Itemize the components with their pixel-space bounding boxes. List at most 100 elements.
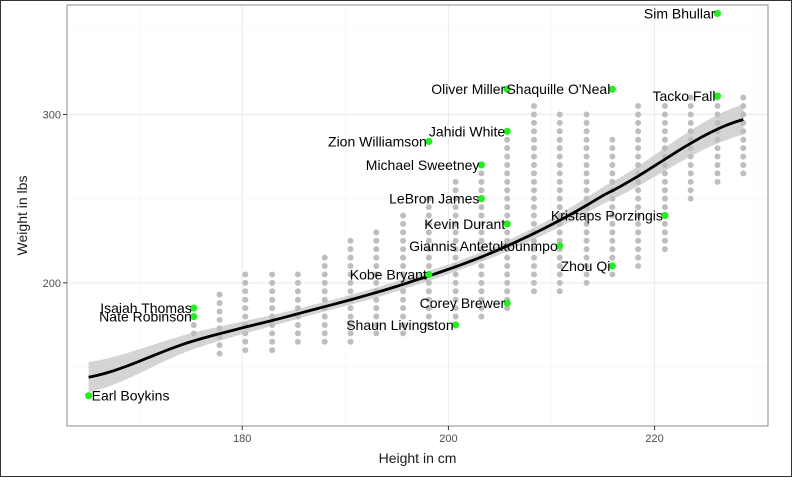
background-point: [661, 128, 668, 135]
background-point: [321, 296, 328, 303]
background-point: [425, 263, 432, 270]
background-point: [242, 338, 249, 345]
background-point: [556, 254, 563, 261]
background-point: [504, 161, 511, 168]
background-point: [452, 305, 459, 312]
background-point: [530, 136, 537, 143]
background-point: [373, 271, 380, 278]
background-point: [635, 153, 642, 160]
background-point: [583, 145, 590, 152]
background-point: [269, 271, 276, 278]
y-axis-title: Weight in lbs: [14, 176, 30, 256]
highlight-point: [477, 195, 486, 203]
background-point: [609, 237, 616, 244]
background-point: [294, 305, 301, 312]
background-point: [504, 178, 511, 185]
background-point: [530, 254, 537, 261]
highlight-point: [425, 270, 433, 279]
background-point: [556, 128, 563, 135]
background-point: [216, 308, 223, 315]
x-tick-label: 180: [233, 433, 251, 445]
background-point: [478, 263, 485, 270]
background-point: [294, 330, 301, 337]
highlight-point: [608, 262, 616, 270]
background-point: [504, 229, 511, 236]
background-point: [504, 153, 511, 160]
background-point: [687, 161, 694, 168]
background-point: [347, 237, 354, 244]
background-point: [347, 279, 354, 286]
background-point: [635, 229, 642, 236]
background-point: [373, 305, 380, 312]
axes: 180 200 220 200 300: [43, 4, 769, 445]
background-point: [452, 288, 459, 295]
background-point: [400, 254, 407, 261]
background-point: [294, 321, 301, 328]
background-point: [321, 254, 328, 261]
background-point: [504, 195, 511, 202]
background-point: [556, 212, 563, 219]
background-point: [504, 136, 511, 143]
player-label: Tacko Fall: [652, 88, 715, 104]
background-point: [504, 254, 511, 261]
background-point: [504, 170, 511, 177]
background-point: [530, 128, 537, 135]
background-point: [609, 136, 616, 143]
background-point: [635, 212, 642, 219]
background-point: [452, 204, 459, 211]
background-point: [504, 279, 511, 286]
background-point: [583, 153, 590, 160]
panel-border: [66, 4, 769, 427]
background-point: [190, 321, 197, 328]
background-point: [452, 313, 459, 320]
confidence-band-area: [88, 104, 744, 393]
background-point: [583, 279, 590, 286]
background-point: [452, 271, 459, 278]
x-tick-label: 200: [439, 433, 457, 445]
background-point: [530, 246, 537, 253]
background-point: [583, 254, 590, 261]
background-point: [635, 145, 642, 152]
background-point: [635, 237, 642, 244]
background-point: [425, 288, 432, 295]
background-point: [661, 119, 668, 126]
background-point: [452, 246, 459, 253]
background-point: [530, 263, 537, 270]
background-point: [714, 178, 721, 185]
player-label: Giannis Antetokounmpo: [409, 238, 558, 254]
highlight-point: [425, 137, 433, 146]
background-point: [373, 229, 380, 236]
background-point: [530, 187, 537, 194]
background-point: [635, 254, 642, 261]
background-point: [609, 204, 616, 211]
background-point: [583, 271, 590, 278]
background-point: [425, 321, 432, 328]
player-label: Isaiah Thomas: [100, 300, 192, 316]
background-point: [714, 145, 721, 152]
background-point: [583, 220, 590, 227]
background-point: [478, 170, 485, 177]
highlight-point: [713, 92, 722, 100]
background-point: [478, 212, 485, 219]
background-point: [216, 316, 223, 323]
player-label: Shaun Livingston: [346, 317, 453, 333]
background-point: [373, 279, 380, 286]
background-point: [269, 288, 276, 295]
background-point: [400, 288, 407, 295]
background-point: [373, 263, 380, 270]
background-point: [242, 288, 249, 295]
highlight-point: [503, 220, 511, 228]
background-point: [242, 305, 249, 312]
background-point: [740, 103, 747, 110]
background-point: [294, 288, 301, 295]
player-label: Kristaps Porzingis: [551, 208, 663, 224]
background-point: [425, 279, 432, 286]
background-point: [242, 330, 249, 337]
highlight-point: [503, 127, 511, 135]
background-point: [635, 103, 642, 110]
player-label: Corey Brewer: [420, 295, 506, 311]
background-point: [425, 296, 432, 303]
background-point: [321, 288, 328, 295]
background-point: [661, 187, 668, 194]
